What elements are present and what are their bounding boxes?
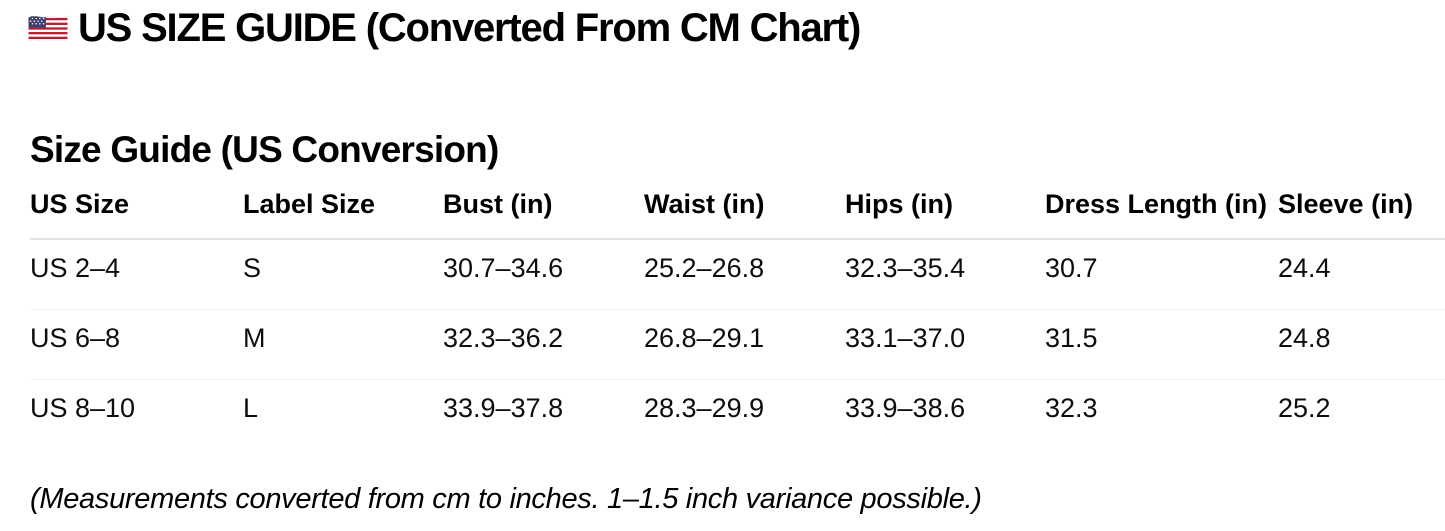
column-header-bust: Bust (in) [443,182,644,240]
cell-hips: 32.3–35.4 [845,239,1045,310]
size-guide-table: US Size Label Size Bust (in) Waist (in) … [30,182,1445,449]
cell-bust: 32.3–36.2 [443,309,644,380]
column-header-sleeve: Sleeve (in) [1278,182,1445,240]
cell-dress-length: 32.3 [1045,392,1098,423]
cell-dress-length: 31.5 [1045,309,1278,380]
cell-sleeve: 25.2 [1278,392,1331,423]
cell-hips: 33.9–38.6 [845,392,966,423]
cell-bust: 33.9–37.8 [443,392,564,423]
column-header-waist: Waist (in) [644,182,845,240]
us-flag-icon [28,13,68,44]
table-row: US 8–10 L 33.9–37.8 28.3–29.9 33.9–38.6 … [30,379,1445,449]
cell-us-size: US 2–4 [30,239,243,310]
cell-waist: 28.3–29.9 [644,392,765,423]
cell-label-size: L [243,392,259,423]
cell-label-size: M [243,309,443,380]
cell-sleeve: 24.8 [1278,309,1445,380]
page-header: US SIZE GUIDE (Converted From CM Chart) [28,4,861,52]
cell-us-size: US 8–10 [30,392,136,423]
page-title: US SIZE GUIDE (Converted From CM Chart) [78,6,861,50]
cell-bust: 30.7–34.6 [443,239,644,310]
cell-hips: 33.1–37.0 [845,309,1045,380]
column-header-label-size: Label Size [243,182,443,240]
cell-waist: 26.8–29.1 [644,309,845,380]
cell-sleeve: 24.4 [1278,239,1445,310]
cell-waist: 25.2–26.8 [644,239,845,310]
table-row: US 2–4 S 30.7–34.6 25.2–26.8 32.3–35.4 3… [30,239,1445,310]
column-header-us-size: US Size [30,182,243,240]
table-header-row: US Size Label Size Bust (in) Waist (in) … [30,182,1445,240]
cell-us-size: US 6–8 [30,309,243,380]
column-header-dress-length: Dress Length (in) [1045,182,1278,240]
column-header-hips: Hips (in) [845,182,1045,240]
table-row: US 6–8 M 32.3–36.2 26.8–29.1 33.1–37.0 3… [30,309,1445,380]
cell-label-size: S [243,239,443,310]
section-title: Size Guide (US Conversion) [30,129,499,170]
measurement-footnote: (Measurements converted from cm to inche… [30,483,982,515]
cell-dress-length: 30.7 [1045,239,1278,310]
